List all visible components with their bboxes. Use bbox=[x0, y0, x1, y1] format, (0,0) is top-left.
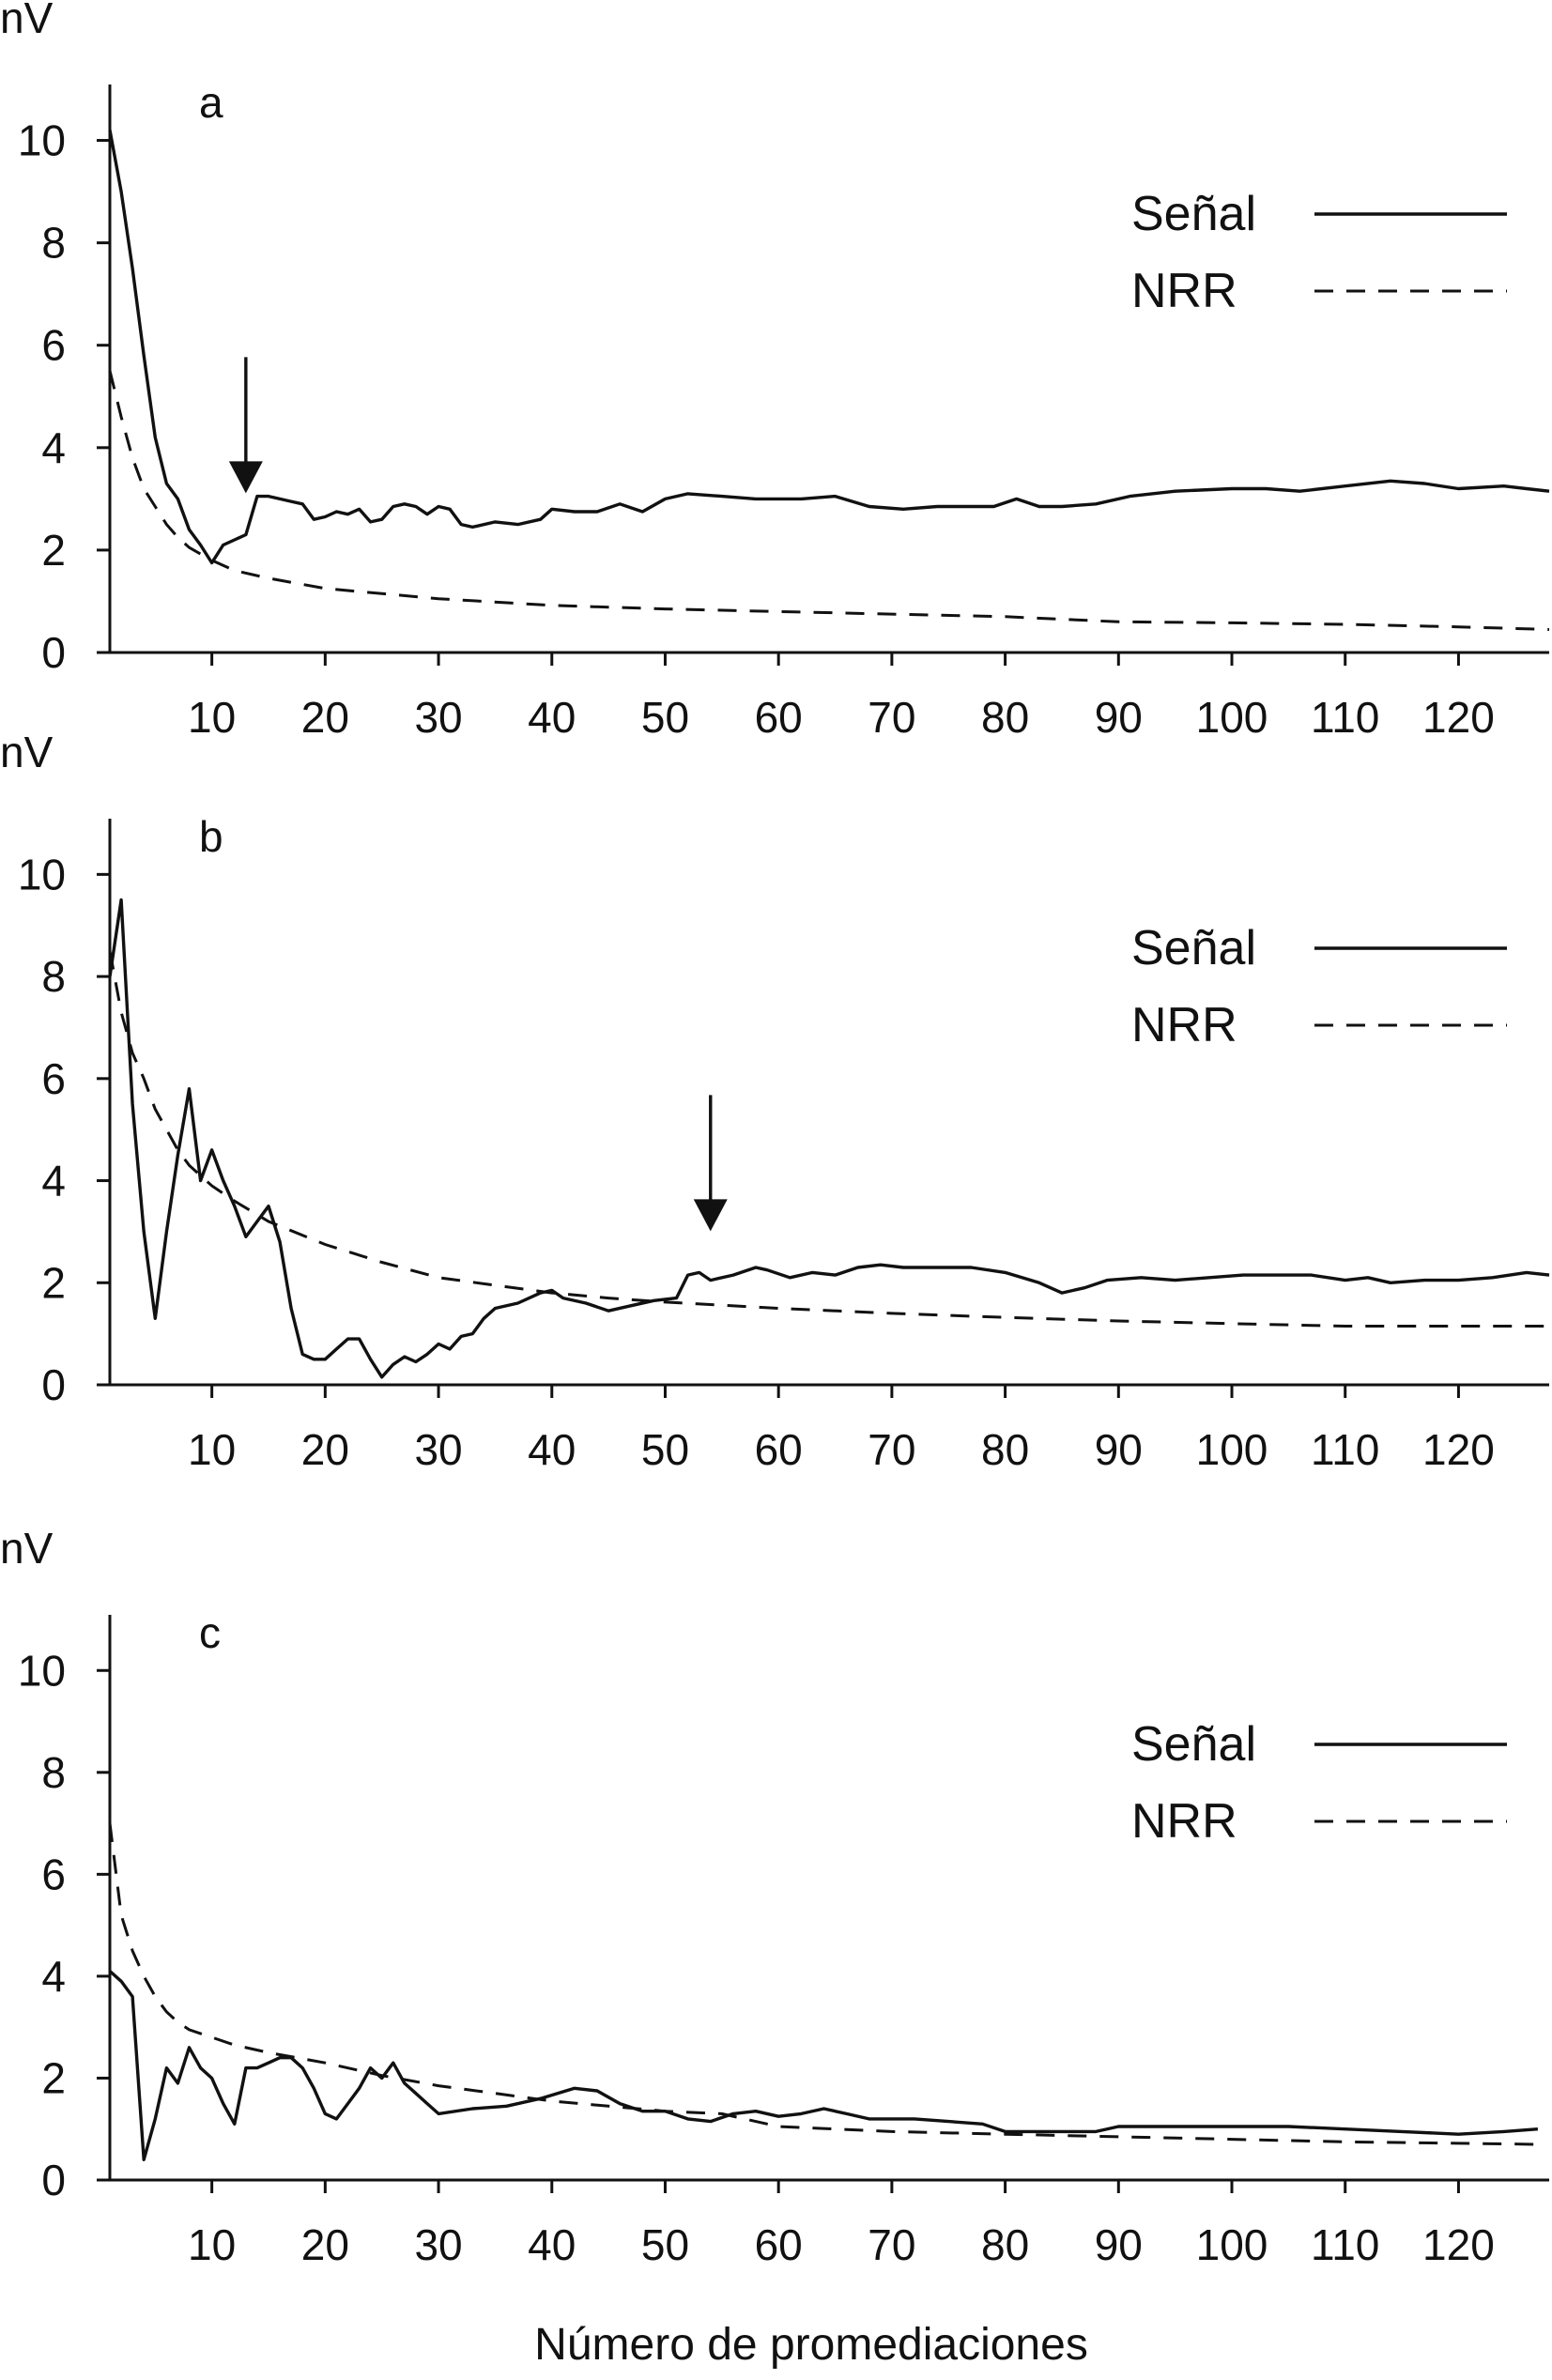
y-tick-label: 8 bbox=[41, 219, 66, 268]
panel-c: nV c 0 2 4 6 8 10 10 20 30 40 50 60 70 80 90 100 110 120 Señ… bbox=[0, 1524, 1549, 2269]
y-tick-label: 0 bbox=[41, 2156, 66, 2204]
x-tick-label: 100 bbox=[1196, 1425, 1268, 1474]
y-tick-label: 10 bbox=[18, 850, 66, 898]
x-tick-label: 30 bbox=[414, 1425, 462, 1474]
y-tick-label: 4 bbox=[41, 1157, 66, 1205]
y-tick-label: 2 bbox=[41, 526, 66, 575]
y-unit-label: nV bbox=[0, 1524, 54, 1573]
legend-label: Señal bbox=[1131, 187, 1256, 241]
x-tick-label: 20 bbox=[301, 1425, 349, 1474]
x-tick-label: 80 bbox=[981, 2220, 1029, 2269]
y-tick-label: 8 bbox=[41, 1748, 66, 1797]
legend-label: NRR bbox=[1131, 998, 1237, 1052]
x-tick-label: 60 bbox=[755, 693, 803, 742]
x-tick-label: 70 bbox=[868, 2220, 915, 2269]
panel-b: nV b 0 2 4 6 8 10 10 20 30 40 50 60 70 80 90 100 110 120 Señ… bbox=[0, 728, 1550, 1474]
nrr-series-line bbox=[108, 370, 1550, 631]
y-tick-label: 10 bbox=[18, 116, 66, 165]
y-tick-label: 6 bbox=[41, 1054, 66, 1103]
x-tick-label: 100 bbox=[1196, 2220, 1268, 2269]
y-tick-label: 2 bbox=[41, 2053, 66, 2102]
x-tick-label: 60 bbox=[755, 1425, 803, 1474]
y-tick-label: 4 bbox=[41, 423, 66, 472]
x-tick-label: 120 bbox=[1422, 2220, 1495, 2269]
y-tick-label: 6 bbox=[41, 1850, 66, 1898]
signal-series-line bbox=[108, 898, 1550, 1379]
nrr-series-line bbox=[108, 950, 1549, 1328]
legend-label: Señal bbox=[1131, 921, 1256, 975]
signal-series-line bbox=[108, 1970, 1539, 2161]
x-tick-label: 50 bbox=[641, 693, 689, 742]
nrr-series-line bbox=[108, 1822, 1538, 2146]
x-tick-label: 120 bbox=[1422, 1425, 1495, 1474]
x-tick-label: 120 bbox=[1422, 693, 1495, 742]
y-tick-label: 0 bbox=[41, 628, 66, 677]
x-tick-label: 20 bbox=[301, 693, 349, 742]
panel-letter: c bbox=[199, 1608, 221, 1657]
legend-label: NRR bbox=[1131, 1794, 1237, 1849]
x-tick-label: 90 bbox=[1095, 1425, 1143, 1474]
y-tick-label: 2 bbox=[41, 1258, 66, 1307]
x-tick-label: 110 bbox=[1311, 2220, 1379, 2269]
y-unit-label: nV bbox=[0, 0, 54, 42]
x-tick-label: 30 bbox=[414, 693, 462, 742]
x-tick-label: 70 bbox=[868, 693, 915, 742]
x-tick-label: 50 bbox=[641, 1425, 689, 1474]
x-axis-title: Número de promediaciones bbox=[534, 2320, 1088, 2370]
panel-letter: a bbox=[199, 78, 223, 127]
down-arrow-icon bbox=[228, 461, 263, 494]
y-tick-label: 8 bbox=[41, 952, 66, 1001]
x-tick-label: 80 bbox=[981, 1425, 1029, 1474]
x-tick-label: 80 bbox=[981, 693, 1029, 742]
x-tick-label: 40 bbox=[528, 1425, 576, 1474]
signal-series-line bbox=[108, 130, 1550, 565]
x-tick-label: 60 bbox=[755, 2220, 803, 2269]
y-tick-label: 4 bbox=[41, 1952, 66, 2001]
legend-label: Señal bbox=[1131, 1717, 1256, 1772]
y-tick-label: 0 bbox=[41, 1360, 66, 1409]
down-arrow-icon bbox=[693, 1199, 728, 1232]
x-tick-label: 50 bbox=[641, 2220, 689, 2269]
y-unit-label: nV bbox=[0, 728, 54, 776]
x-tick-label: 90 bbox=[1095, 2220, 1143, 2269]
x-tick-label: 90 bbox=[1095, 693, 1143, 742]
x-tick-label: 110 bbox=[1311, 1425, 1379, 1474]
y-tick-label: 6 bbox=[41, 321, 66, 370]
x-tick-label: 40 bbox=[528, 2220, 576, 2269]
x-tick-label: 10 bbox=[188, 693, 236, 742]
panel-a: nV a 0 2 4 6 8 10 10 20 30 40 50 60 70 80 90 100 110 120 Señ… bbox=[0, 0, 1550, 742]
x-tick-label: 20 bbox=[301, 2220, 349, 2269]
x-tick-label: 70 bbox=[868, 1425, 915, 1474]
x-tick-label: 100 bbox=[1196, 693, 1268, 742]
x-tick-label: 10 bbox=[188, 1425, 236, 1474]
x-tick-label: 110 bbox=[1311, 693, 1379, 742]
legend-label: NRR bbox=[1131, 264, 1237, 318]
y-tick-label: 10 bbox=[18, 1646, 66, 1695]
x-tick-label: 40 bbox=[528, 693, 576, 742]
x-tick-label: 30 bbox=[414, 2220, 462, 2269]
x-tick-label: 10 bbox=[188, 2220, 236, 2269]
panel-letter: b bbox=[199, 812, 223, 861]
